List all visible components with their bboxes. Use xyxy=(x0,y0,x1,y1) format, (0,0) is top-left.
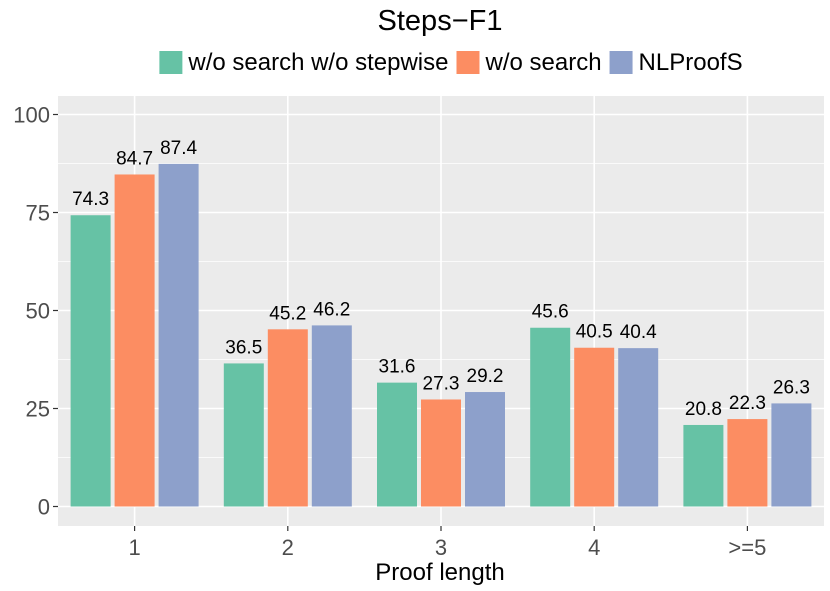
y-tick-label: 50 xyxy=(26,299,50,324)
data-label: 45.2 xyxy=(269,303,306,324)
legend-swatch xyxy=(159,51,183,74)
bar xyxy=(618,348,659,507)
data-label: 40.5 xyxy=(576,322,613,343)
bar xyxy=(771,403,812,507)
x-tick-label: 1 xyxy=(128,535,140,560)
bar xyxy=(465,392,505,507)
bar xyxy=(114,174,155,507)
data-label: 45.6 xyxy=(532,302,569,323)
bar xyxy=(158,163,199,507)
y-tick-label: 0 xyxy=(38,495,50,520)
data-label: 22.3 xyxy=(729,393,766,414)
x-tick-label: 4 xyxy=(588,535,600,560)
bar xyxy=(530,327,571,507)
x-axis-label: Proof length xyxy=(375,559,504,586)
bar xyxy=(223,363,264,507)
data-label: 26.3 xyxy=(773,377,810,398)
bar xyxy=(683,424,724,507)
legend-item: w/o search xyxy=(456,49,602,76)
bar xyxy=(421,399,461,507)
bar xyxy=(727,419,768,507)
legend-label: w/o search xyxy=(484,49,601,76)
bar xyxy=(311,325,352,507)
x-axis: 1 2 3 4 >=5 xyxy=(128,526,766,560)
chart-title: Steps−F1 xyxy=(378,5,503,37)
bar xyxy=(377,382,417,507)
data-label: 29.2 xyxy=(467,366,504,387)
data-label: 27.3 xyxy=(423,373,460,394)
legend-label: w/o search w/o stepwise xyxy=(187,49,448,76)
y-tick-label: 25 xyxy=(26,397,50,422)
data-label: 20.8 xyxy=(685,399,722,420)
legend-item: NLProofS xyxy=(609,49,743,76)
data-label: 36.5 xyxy=(225,337,262,358)
y-axis: 0 25 50 75 100 xyxy=(13,103,58,520)
y-tick-label: 100 xyxy=(13,103,50,128)
legend-swatch xyxy=(456,51,480,74)
data-label: 31.6 xyxy=(379,357,416,378)
y-tick-label: 75 xyxy=(26,201,50,226)
bar xyxy=(70,215,111,507)
data-labels: 74.3 36.5 31.6 45.6 20.8 84.7 45.2 27.3 40.5 22.3… xyxy=(72,138,810,420)
legend-item: w/o search w/o stepwise xyxy=(159,49,448,76)
x-tick-label: 3 xyxy=(435,535,447,560)
data-label: 87.4 xyxy=(160,138,197,159)
bar xyxy=(574,347,615,507)
bars xyxy=(70,163,812,507)
data-label: 40.4 xyxy=(620,322,657,343)
bar xyxy=(267,329,308,507)
x-tick-label: 2 xyxy=(282,535,294,560)
data-label: 84.7 xyxy=(116,148,153,169)
legend-swatch xyxy=(609,51,633,74)
x-tick-label: >=5 xyxy=(728,535,766,560)
legend: w/o search w/o stepwise w/o search NLProof… xyxy=(159,49,743,76)
legend-label: NLProofS xyxy=(639,49,743,76)
data-label: 46.2 xyxy=(313,299,350,320)
data-label: 74.3 xyxy=(72,189,109,210)
